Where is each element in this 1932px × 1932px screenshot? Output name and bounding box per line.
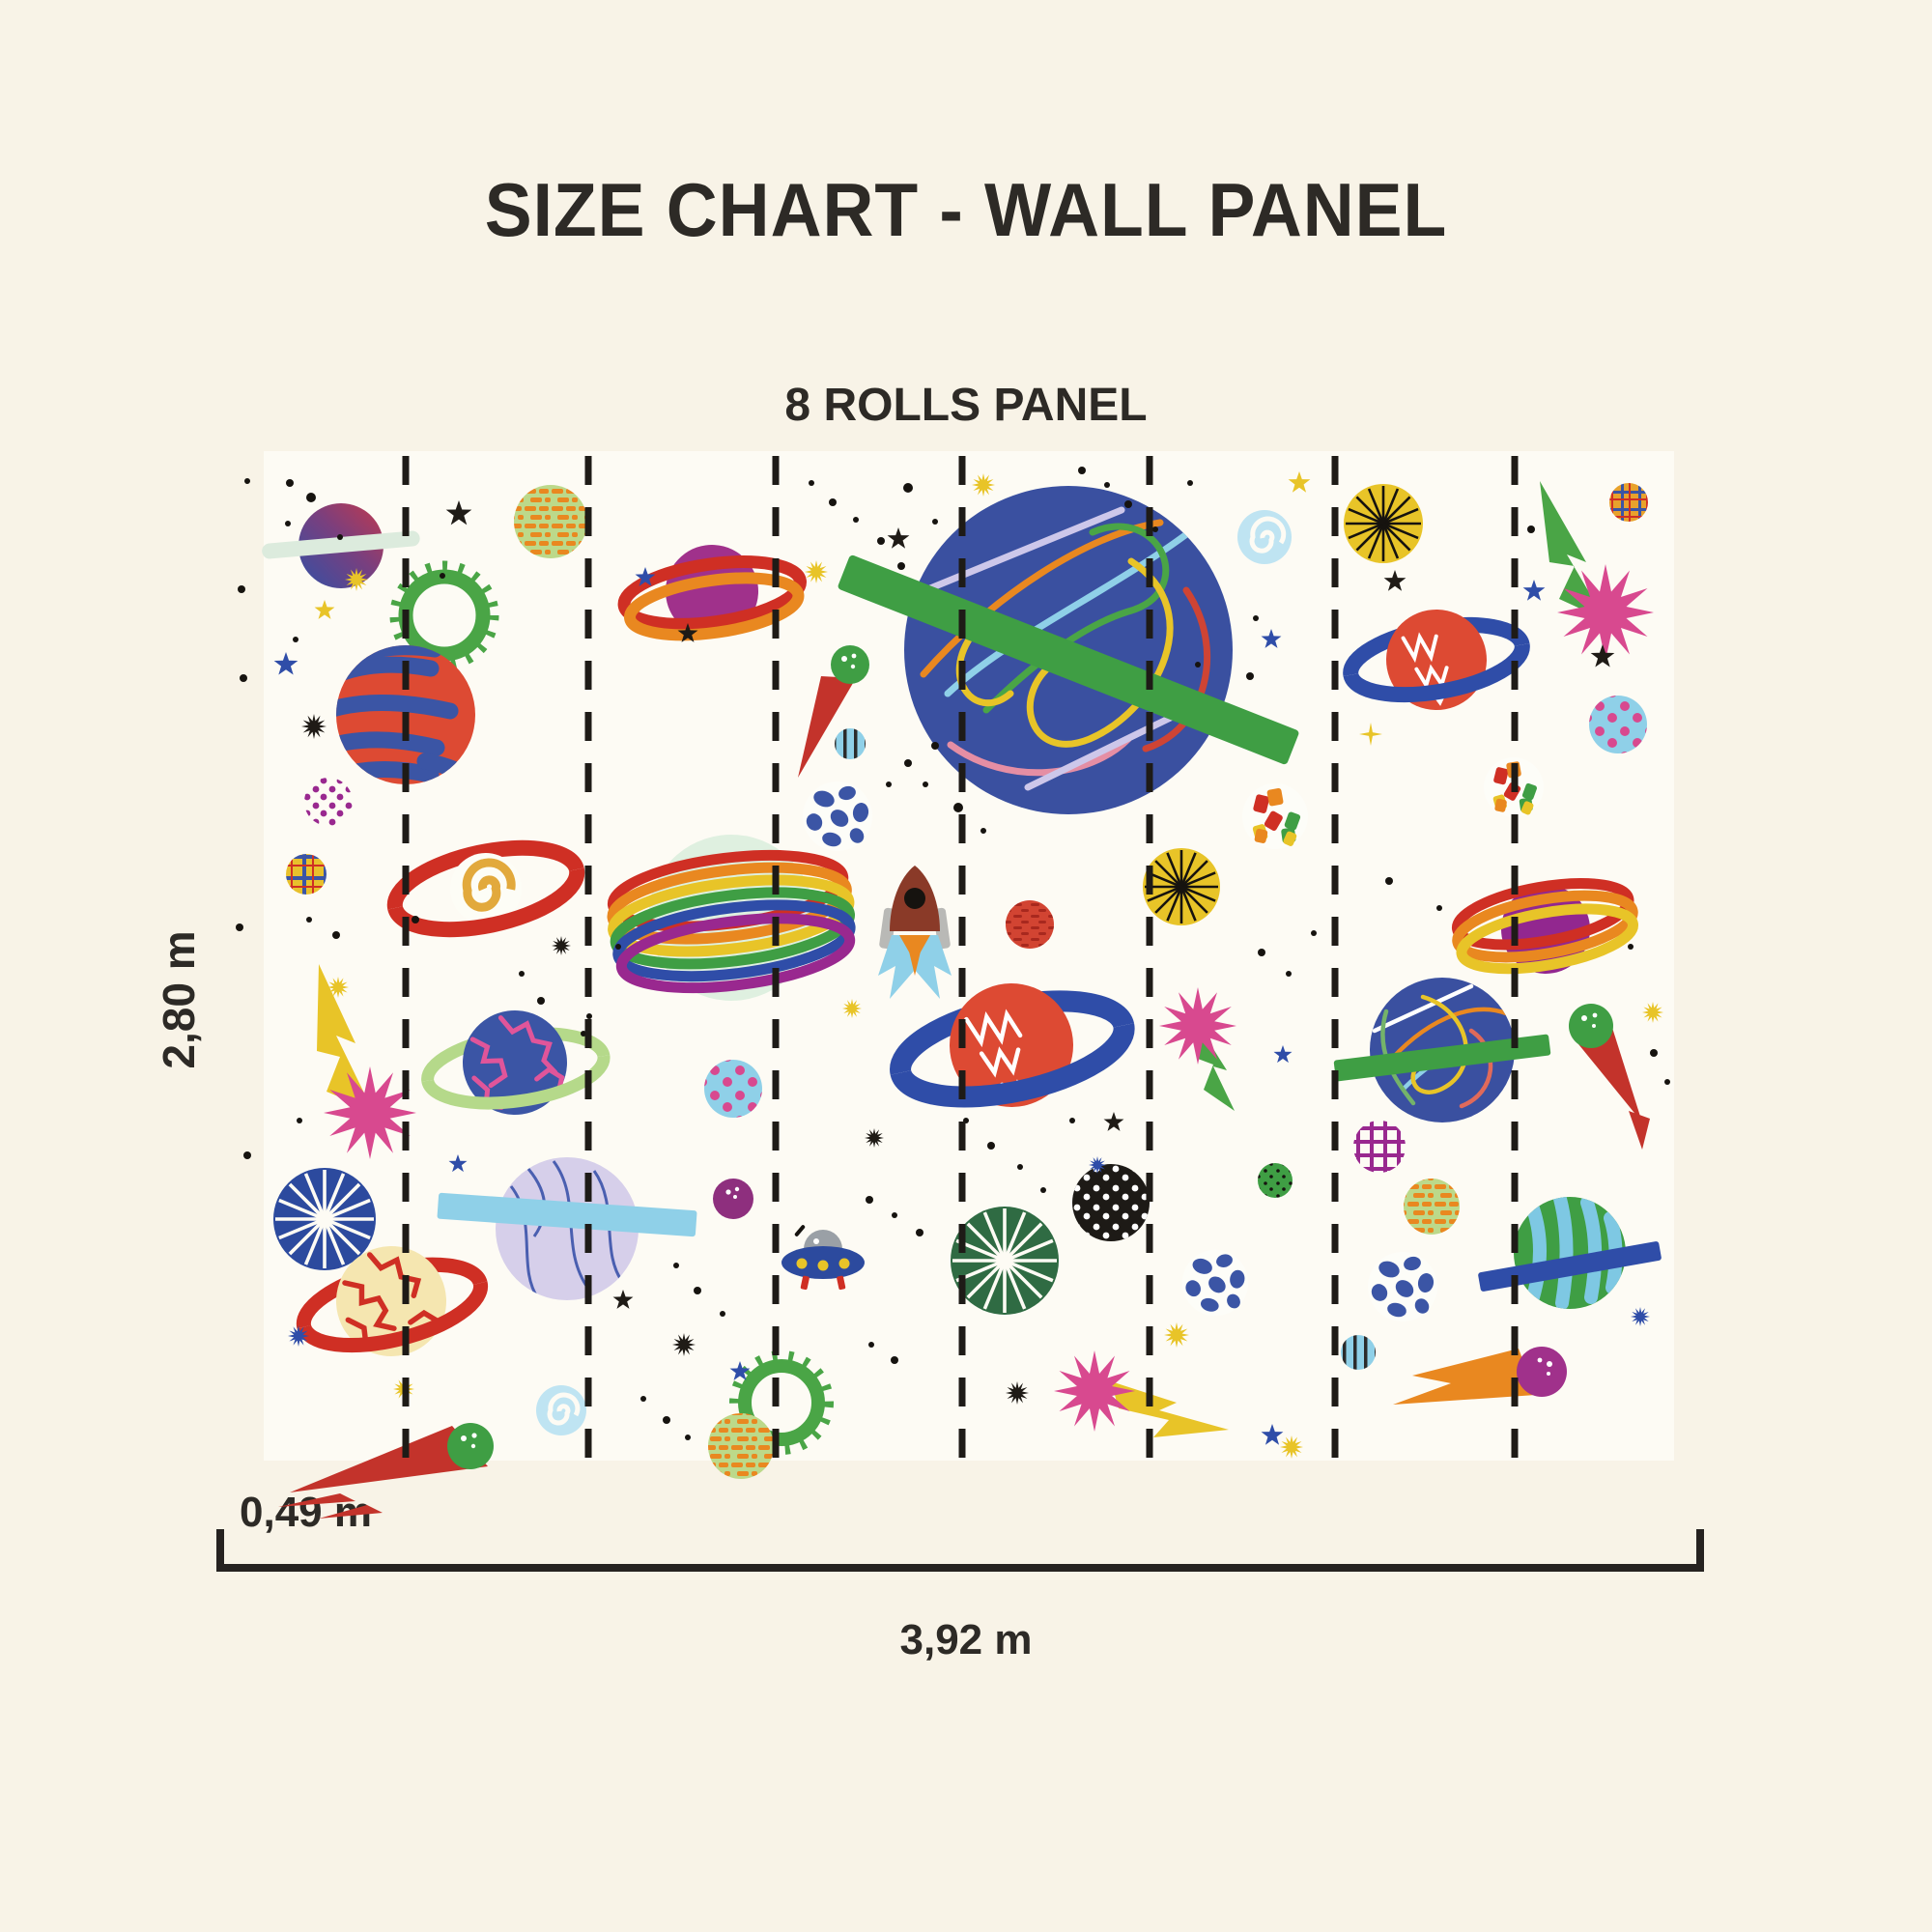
- planet-cracks-green-ring: [421, 1010, 611, 1115]
- rocket-icon: [878, 866, 952, 999]
- planet-saturn-red-1: [890, 983, 1135, 1108]
- planet-bricks-3: [1404, 1179, 1460, 1235]
- roll-division-lines: [402, 456, 1519, 1461]
- comet-red-tail-green-head-2: [278, 1423, 494, 1519]
- planet-crackle-red-ring: [296, 1246, 489, 1356]
- planet-blue-rays: [273, 1168, 376, 1270]
- panel-subtitle: 8 ROLLS PANEL: [784, 380, 1148, 431]
- planet-plaid-orange: [1609, 483, 1648, 522]
- planet-zebra-green: [1478, 1197, 1662, 1309]
- planet-plaid-yellow: [286, 854, 327, 895]
- star-dots: [236, 467, 1670, 1440]
- planet-purple-dots: [304, 778, 353, 826]
- comet-green-bolt-burst: [1159, 987, 1236, 1111]
- planet-saturn-rainbow-right: [1451, 878, 1638, 975]
- planet-green-rays: [951, 1207, 1059, 1315]
- planet-pink-dots-2: [704, 1060, 762, 1118]
- spiky-ring-sun-2: [729, 1350, 834, 1455]
- planet-bricks-2: [708, 1413, 774, 1479]
- planet-pink-dots-1: [1589, 696, 1647, 753]
- total-width-bracket: [216, 1529, 1704, 1572]
- page-title: SIZE CHART - WALL PANEL: [484, 167, 1448, 252]
- comet-yellow-bolt-burst: [1054, 1350, 1229, 1437]
- planet-mosaic-2: [1242, 783, 1308, 849]
- planet-striped-small-2: [1341, 1335, 1376, 1370]
- planet-red-dashes: [1006, 900, 1054, 949]
- planet-gradient-ring: [262, 503, 420, 588]
- comet-yellow-pink-burst-left: [317, 964, 416, 1159]
- planet-saturn-red-2: [1343, 610, 1530, 710]
- total-width-dimension-label: 3,92 m: [899, 1616, 1033, 1663]
- planet-lavender-doodle: [437, 1157, 697, 1300]
- planet-blue-patch-2: [1368, 1252, 1437, 1321]
- planet-black-white-dots: [1072, 1164, 1150, 1241]
- planet-blue-patch-1: [803, 781, 872, 851]
- comet-green-head-red-tail: [1569, 1004, 1650, 1150]
- planet-spiral-2: [536, 1385, 586, 1435]
- planet-spiral-1: [1237, 510, 1292, 564]
- planet-magenta-small: [713, 1179, 753, 1219]
- space-wallpaper-art: [236, 467, 1670, 1519]
- planet-blue-doodle-2: [1333, 978, 1551, 1122]
- comet-red-tail-green-head-1: [798, 645, 869, 778]
- ufo-icon: [781, 1225, 865, 1291]
- planet-yellow-rays-2: [1143, 848, 1220, 925]
- planet-bricks-1: [514, 485, 587, 558]
- planet-green-dots: [1258, 1163, 1293, 1198]
- comet-green-pink-burst: [1540, 481, 1654, 661]
- planet-blue-patch-3: [1181, 1249, 1249, 1317]
- planet-yellow-rays-1: [1344, 484, 1423, 563]
- comet-orange-magenta-head: [1393, 1347, 1567, 1405]
- planet-magenta-grid: [1353, 1121, 1406, 1173]
- planet-saturn-purple: [617, 545, 807, 641]
- planet-striped-small-1: [835, 728, 866, 759]
